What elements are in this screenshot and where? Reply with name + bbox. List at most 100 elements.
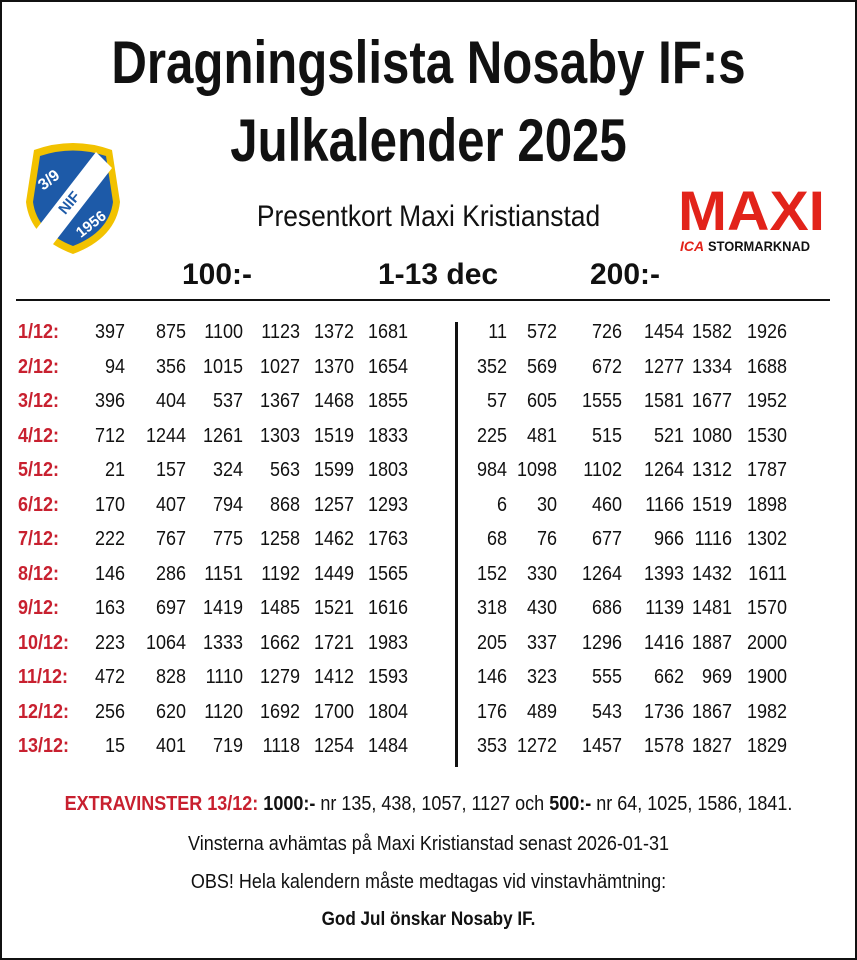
- number: 1593: [367, 666, 408, 688]
- row-date: 8/12:: [18, 562, 60, 585]
- number: 1416: [643, 631, 684, 654]
- sponsor-name: MAXI: [678, 179, 825, 242]
- number: 1599: [313, 459, 354, 481]
- number: 1244: [145, 424, 186, 447]
- number: 6: [496, 493, 507, 516]
- number: 1578: [643, 735, 684, 757]
- number: 1264: [643, 459, 684, 481]
- row-date: 3/12:: [18, 390, 60, 412]
- number: 1432: [691, 562, 732, 585]
- column-header: 200:-: [590, 258, 661, 291]
- number: 1855: [367, 390, 408, 412]
- number: 555: [591, 666, 622, 688]
- number: 672: [591, 355, 622, 378]
- number: 1139: [645, 597, 684, 619]
- number: 460: [591, 493, 622, 516]
- number: 1681: [367, 321, 408, 343]
- number: 1468: [313, 390, 354, 412]
- number: 1166: [645, 493, 684, 516]
- number: 356: [155, 355, 186, 378]
- number: 1481: [691, 597, 732, 619]
- number: 1900: [746, 666, 787, 688]
- column-header: 1-13 dec: [378, 258, 499, 291]
- prize-numbers: nr 64, 1025, 1586, 1841.: [596, 793, 793, 815]
- number: 1867: [691, 700, 732, 723]
- number: 2000: [746, 631, 787, 654]
- prize: 1000:-: [263, 793, 316, 815]
- number: 489: [526, 700, 557, 723]
- prize: 500:-: [549, 793, 592, 815]
- sponsor-suffix: STORMARKNAD: [708, 238, 811, 254]
- number: 515: [591, 424, 622, 447]
- number: 662: [653, 666, 684, 688]
- number: 1120: [204, 700, 243, 723]
- row-date: 6/12:: [18, 493, 60, 516]
- number: 1192: [261, 562, 300, 585]
- number: 256: [94, 700, 125, 723]
- row-date: 11/12:: [18, 666, 69, 688]
- row-date: 7/12:: [18, 528, 60, 550]
- number: 401: [155, 735, 186, 757]
- number: 324: [212, 459, 243, 481]
- number: 1370: [313, 355, 354, 378]
- number: 1449: [313, 562, 354, 585]
- number: 404: [155, 390, 186, 412]
- subtitle: Presentkort Maxi Kristianstad: [256, 200, 601, 233]
- footer-line: Vinsterna avhämtas på Maxi Kristianstad …: [188, 833, 669, 855]
- number: 157: [155, 459, 186, 481]
- sponsor-prefix: ICA: [680, 238, 705, 254]
- number: 767: [155, 528, 186, 550]
- number: 1611: [748, 562, 787, 585]
- number: 176: [476, 700, 507, 723]
- number: 1098: [516, 459, 557, 481]
- number: 1118: [262, 735, 300, 757]
- number: 1484: [367, 735, 408, 757]
- number: 1064: [145, 631, 186, 654]
- number: 1116: [694, 528, 732, 550]
- number: 15: [104, 735, 125, 757]
- number: 152: [476, 562, 507, 585]
- number: 353: [476, 735, 507, 757]
- number: 969: [701, 666, 732, 688]
- extra-label: EXTRAVINSTER 13/12:: [64, 793, 259, 815]
- title-line: Dragningslista Nosaby IF:s: [111, 29, 746, 96]
- number: 1519: [691, 493, 732, 516]
- number: 875: [155, 321, 186, 343]
- number: 1419: [202, 597, 243, 619]
- row-date: 5/12:: [18, 459, 60, 481]
- number: 1272: [516, 735, 557, 757]
- number: 1833: [367, 424, 408, 447]
- number: 205: [476, 631, 507, 654]
- number: 1393: [643, 562, 684, 585]
- number: 1080: [691, 424, 732, 447]
- number: 76: [536, 528, 557, 550]
- number: 1688: [746, 355, 787, 378]
- number: 1102: [583, 459, 622, 481]
- number: 620: [155, 700, 186, 723]
- number: 686: [591, 597, 622, 619]
- number: 1662: [259, 631, 300, 654]
- number: 1015: [202, 355, 243, 378]
- number: 605: [526, 390, 557, 412]
- number: 407: [155, 493, 186, 516]
- number: 1333: [202, 631, 243, 654]
- number: 1887: [691, 631, 732, 654]
- footer-line: OBS! Hela kalendern måste medtagas vid v…: [190, 871, 667, 893]
- number: 1123: [261, 321, 300, 343]
- number: 1736: [643, 700, 684, 723]
- extra-line: EXTRAVINSTER 13/12: 1000:- nr 135, 438, …: [45, 792, 813, 816]
- row-date: 10/12:: [18, 631, 70, 654]
- number: 1983: [367, 631, 408, 654]
- number: 726: [591, 321, 622, 343]
- row-date: 9/12:: [18, 597, 60, 619]
- number: 1485: [259, 597, 300, 619]
- number: 430: [526, 597, 557, 619]
- number: 1334: [691, 355, 732, 378]
- number: 1721: [313, 631, 354, 654]
- number: 1555: [581, 390, 622, 412]
- number: 222: [94, 528, 125, 550]
- number: 537: [212, 390, 243, 412]
- number: 57: [486, 390, 507, 412]
- number: 481: [526, 424, 557, 447]
